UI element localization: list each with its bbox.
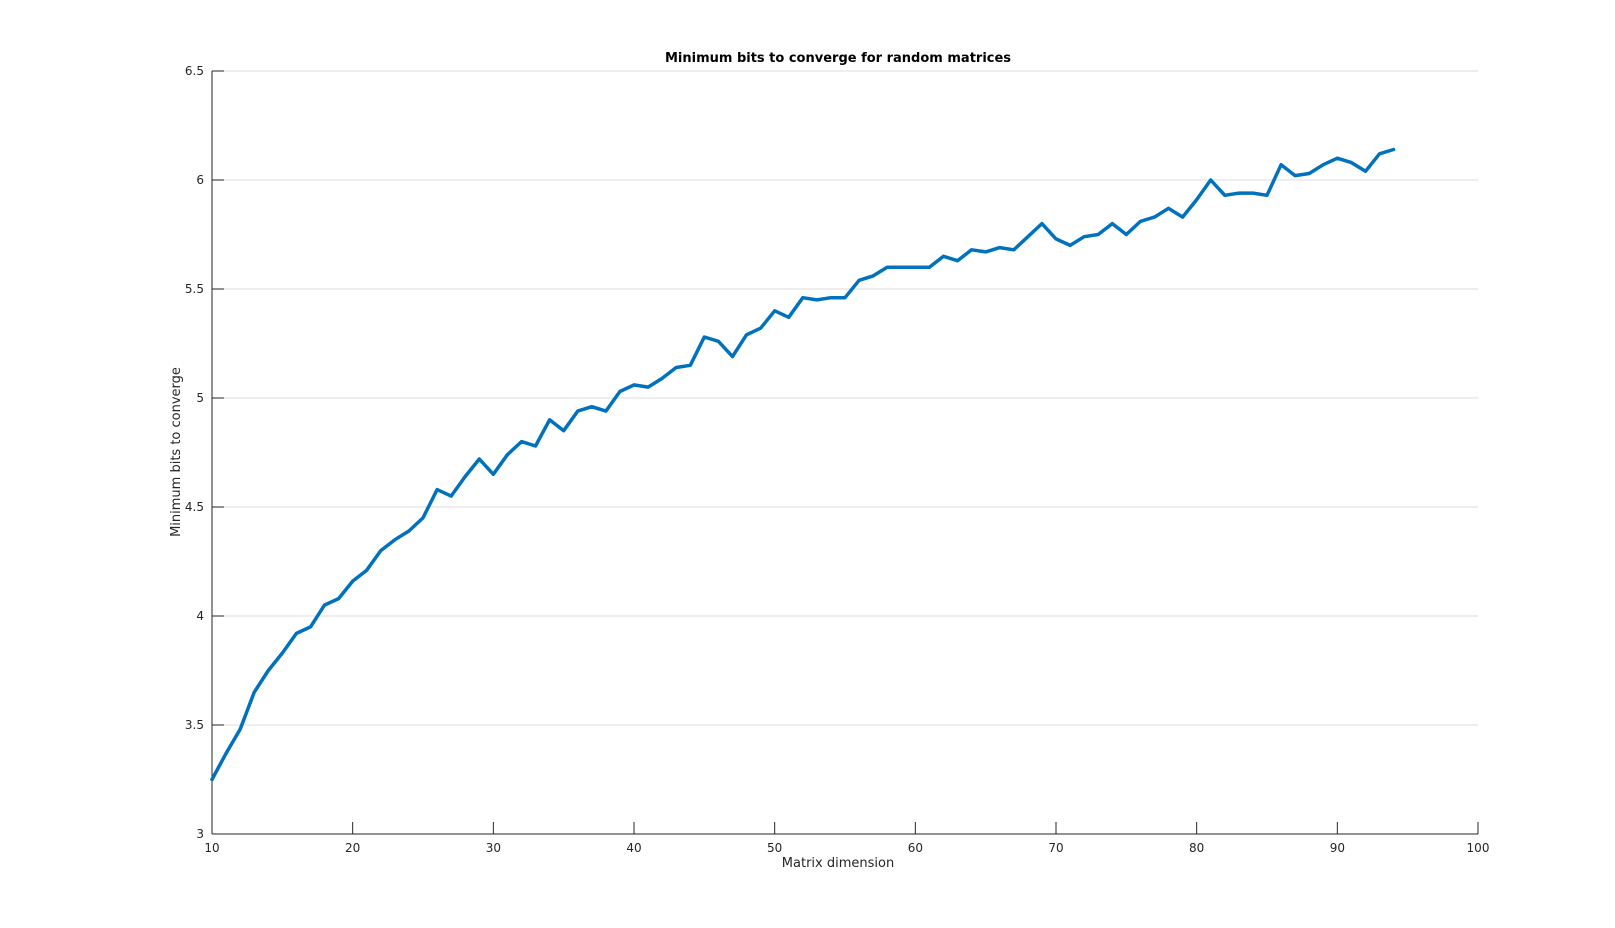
x-tick-label: 30	[486, 841, 501, 855]
x-tick-label: 90	[1330, 841, 1345, 855]
y-tick-label: 3	[196, 827, 204, 841]
x-tick-label: 100	[1467, 841, 1490, 855]
tick-marks: 3 3.5 4 4.5 5 5.5 6 6.5 10 20 30 40 50 60 70 80 90 100	[185, 64, 1490, 855]
series-line	[210, 147, 1396, 782]
y-tick-label: 3.5	[185, 718, 204, 732]
y-tick-label: 6	[196, 173, 204, 187]
y-tick-label: 5	[196, 391, 204, 405]
x-tick-label: 70	[1048, 841, 1063, 855]
grid-lines	[212, 70, 1478, 726]
axes	[211, 71, 1478, 835]
y-tick-label: 5.5	[185, 282, 204, 296]
series-layer	[210, 147, 1396, 782]
x-tick-label: 80	[1189, 841, 1204, 855]
chart-title: Minimum bits to converge for random matr…	[665, 51, 1011, 66]
x-tick-label: 10	[204, 841, 219, 855]
x-tick-label: 50	[767, 841, 782, 855]
y-tick-label: 4.5	[185, 500, 204, 514]
x-tick-label: 60	[908, 841, 923, 855]
x-tick-label: 20	[345, 841, 360, 855]
y-axis-label: Minimum bits to converge	[169, 367, 184, 537]
x-tick-label: 40	[626, 841, 641, 855]
y-tick-label: 4	[196, 609, 204, 623]
y-tick-label: 6.5	[185, 64, 204, 78]
x-axis-label: Matrix dimension	[782, 856, 894, 871]
